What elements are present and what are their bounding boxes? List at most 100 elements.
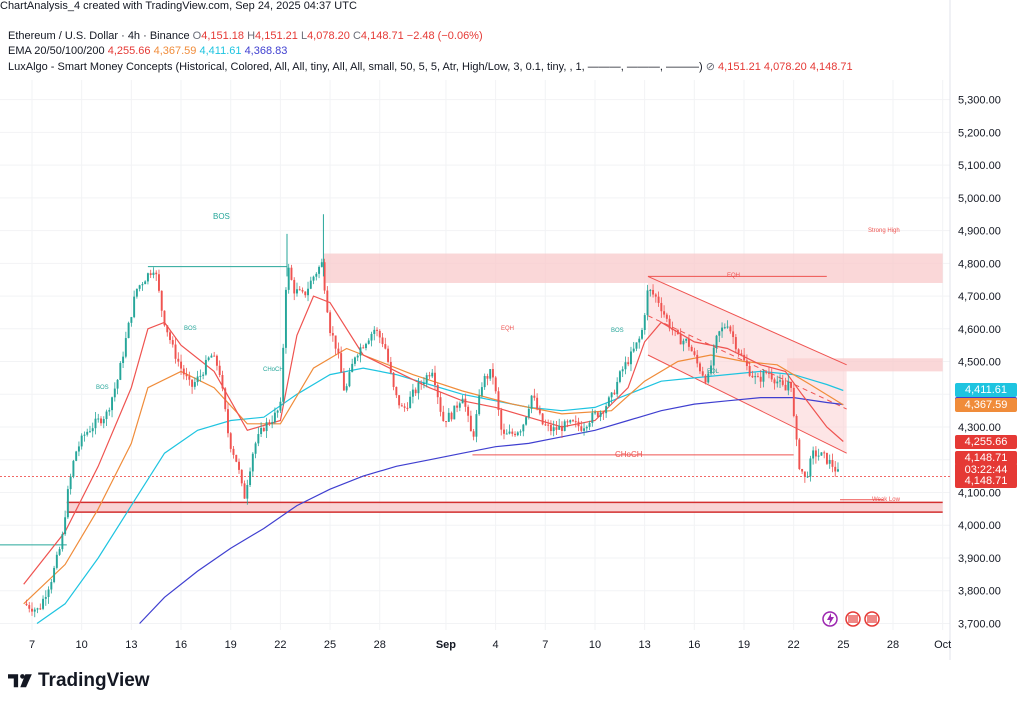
- bear-candle: [792, 387, 795, 416]
- bull-candle: [124, 338, 127, 357]
- bear-candle: [781, 380, 784, 385]
- bull-candle: [251, 453, 254, 472]
- bull-candle: [569, 420, 572, 423]
- price-axis[interactable]: 5,300.00 5,200.00 5,100.00 5,000.00 4,900.00…: [958, 95, 1001, 631]
- luxalgo-legend[interactable]: LuxAlgo - Smart Money Concepts (Historic…: [8, 60, 853, 73]
- bull-candle: [605, 406, 608, 414]
- bull-candle: [111, 397, 114, 411]
- bull-candle: [91, 428, 94, 432]
- time-tick-label: 19: [738, 639, 750, 651]
- bear-candle: [814, 450, 817, 457]
- choch-label: CHoCH: [615, 450, 643, 459]
- ohlc-legend[interactable]: Ethereum / U.S. Dollar · 4h · Binance O4…: [8, 30, 483, 42]
- ema100-line: [36, 367, 844, 624]
- bear-candle: [188, 376, 191, 380]
- bear-candle: [177, 358, 180, 362]
- bear-candle: [392, 372, 395, 387]
- price-tick-label: 4,000.00: [958, 520, 1001, 532]
- bear-candle: [323, 262, 326, 291]
- bear-candle: [566, 421, 569, 423]
- bull-candle: [204, 359, 207, 375]
- bull-candle: [373, 329, 376, 334]
- price-tick-label: 4,300.00: [958, 422, 1001, 434]
- bull-candle: [505, 433, 508, 435]
- bull-candle: [478, 395, 481, 415]
- bull-candle: [257, 434, 260, 444]
- bear-candle: [831, 459, 834, 467]
- bull-candle: [351, 363, 354, 373]
- bull-candle: [44, 597, 47, 599]
- price-tick-label: 4,500.00: [958, 357, 1001, 369]
- bear-candle: [456, 405, 459, 408]
- time-tick-label: 28: [374, 639, 386, 651]
- lightning-glyph-icon: [827, 613, 834, 625]
- bull-candle: [72, 460, 75, 477]
- bull-candle: [585, 426, 588, 429]
- bull-candle: [271, 422, 274, 424]
- chart-credit: ChartAnalysis_4 created with TradingView…: [0, 0, 357, 12]
- bull-candle: [621, 369, 624, 372]
- us-flag-glyph-icon: [867, 615, 877, 623]
- bull-candle: [33, 609, 36, 612]
- ema200-value: 4,368.83: [244, 45, 288, 57]
- bull-candle: [591, 412, 594, 424]
- eqh-label: EQH: [501, 326, 514, 332]
- bull-candle: [64, 517, 67, 535]
- bull-candle: [527, 408, 530, 418]
- hidden-eye-icon[interactable]: ⊘: [705, 61, 715, 73]
- bull-candle: [53, 567, 56, 583]
- price-tick-label: 5,200.00: [958, 127, 1001, 139]
- price-tick-label: 4,800.00: [958, 258, 1001, 270]
- event-icons[interactable]: [822, 611, 880, 627]
- bull-candle: [116, 379, 119, 389]
- bear-candle: [340, 353, 343, 373]
- bull-candle: [133, 296, 136, 318]
- bear-candle: [823, 452, 826, 454]
- bull-candle: [144, 281, 147, 285]
- bull-candle: [519, 431, 522, 433]
- bear-candle: [491, 369, 494, 378]
- lux-value-3: 4,148.71: [809, 61, 853, 73]
- bull-candle: [279, 401, 282, 411]
- bull-candle: [47, 589, 50, 598]
- time-tick-label: 10: [589, 639, 601, 651]
- bear-candle: [240, 469, 243, 484]
- bull-candle: [246, 485, 249, 499]
- bear-candle: [665, 314, 668, 319]
- bear-candle: [155, 272, 158, 275]
- bear-candle: [180, 361, 183, 369]
- time-tick-label: 4: [493, 639, 499, 651]
- open-value: 4,151.18: [201, 30, 245, 42]
- bear-candle: [743, 354, 746, 361]
- eql-label: EQL: [707, 369, 720, 375]
- bull-candle: [318, 266, 321, 274]
- bear-candle: [439, 397, 442, 412]
- ema-legend[interactable]: EMA 20/50/100/200 4,255.66 4,367.59 4,41…: [8, 45, 287, 57]
- bear-candle: [293, 279, 296, 294]
- price-chart[interactable]: BOS BOS BOS BOS EQH EQH EQL CHoCH CHoCH …: [0, 0, 1024, 660]
- low-label: L: [300, 30, 308, 42]
- bear-candle: [770, 373, 773, 380]
- bear-candle: [701, 371, 704, 376]
- bull-candle: [618, 371, 621, 382]
- bull-candle: [779, 380, 781, 382]
- bear-candle: [400, 405, 403, 407]
- bear-candle: [389, 361, 392, 373]
- bull-candle: [411, 389, 414, 397]
- bear-candle: [31, 608, 33, 612]
- bull-candle: [210, 355, 213, 358]
- tradingview-logo[interactable]: TradingView: [8, 670, 150, 692]
- eqh-label: EQH: [727, 273, 740, 279]
- bull-candle: [276, 410, 279, 413]
- bull-candle: [55, 554, 58, 568]
- bull-candle: [641, 329, 643, 339]
- change-value: −2.48 (−0.06%): [406, 30, 483, 42]
- bull-candle: [726, 326, 729, 328]
- ema-lines: [23, 295, 844, 624]
- bear-candle: [149, 273, 152, 276]
- luxalgo-label: LuxAlgo - Smart Money Concepts (Historic…: [8, 61, 703, 73]
- bear-candle: [729, 326, 732, 332]
- time-axis[interactable]: 7 10 13 16 19 22 25 28 Sep 4 7 10 13 16 19 22 25 28 Oct: [29, 639, 951, 651]
- bull-candle: [447, 412, 450, 422]
- us-flag-glyph-icon: [848, 615, 858, 623]
